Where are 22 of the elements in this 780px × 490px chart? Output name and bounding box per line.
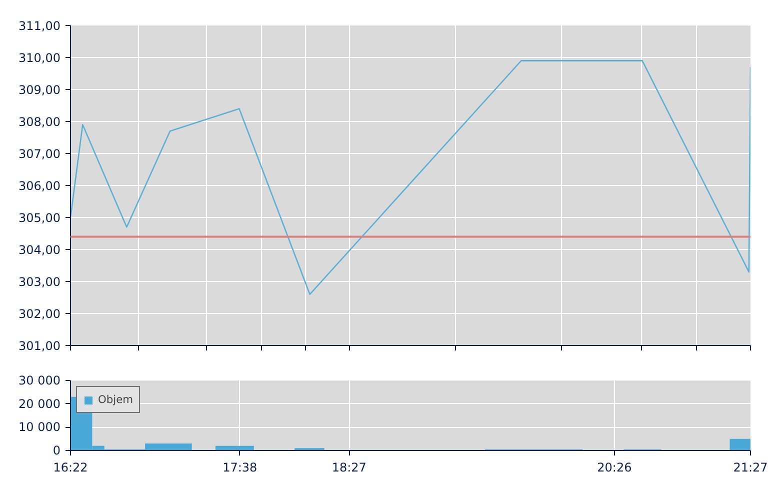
y-tick-label: 20 000	[18, 396, 61, 411]
y-tick-label: 306,00	[18, 179, 61, 193]
line-series	[70, 60, 750, 295]
y-tick-label: 302,00	[18, 307, 61, 321]
y-tick-label: 311,00	[18, 19, 61, 33]
y-tick-label: 307,00	[18, 147, 61, 161]
x-tick-label: 20:26	[597, 460, 632, 474]
legend-label: Objem	[98, 393, 134, 406]
y-tick-label: 303,00	[18, 275, 61, 289]
y-tick-label: 308,00	[18, 115, 61, 129]
y-tick-label: 0	[52, 444, 61, 458]
y-tick-label: 30 000	[18, 374, 61, 388]
x-tick-label: 21:27	[733, 460, 768, 474]
y-tick-label: 305,00	[18, 211, 61, 225]
y-tick-label: 310,00	[18, 51, 61, 65]
x-tick-label: 16:22	[53, 460, 88, 474]
y-tick-label: 301,00	[18, 339, 61, 353]
y-tick-label: 309,00	[18, 83, 61, 97]
y-tick-label: 304,00	[18, 243, 61, 257]
x-tick-label: 18:27	[332, 460, 366, 474]
y-tick-label: 10 000	[18, 420, 61, 434]
x-tick-label: 17:38	[222, 460, 258, 474]
